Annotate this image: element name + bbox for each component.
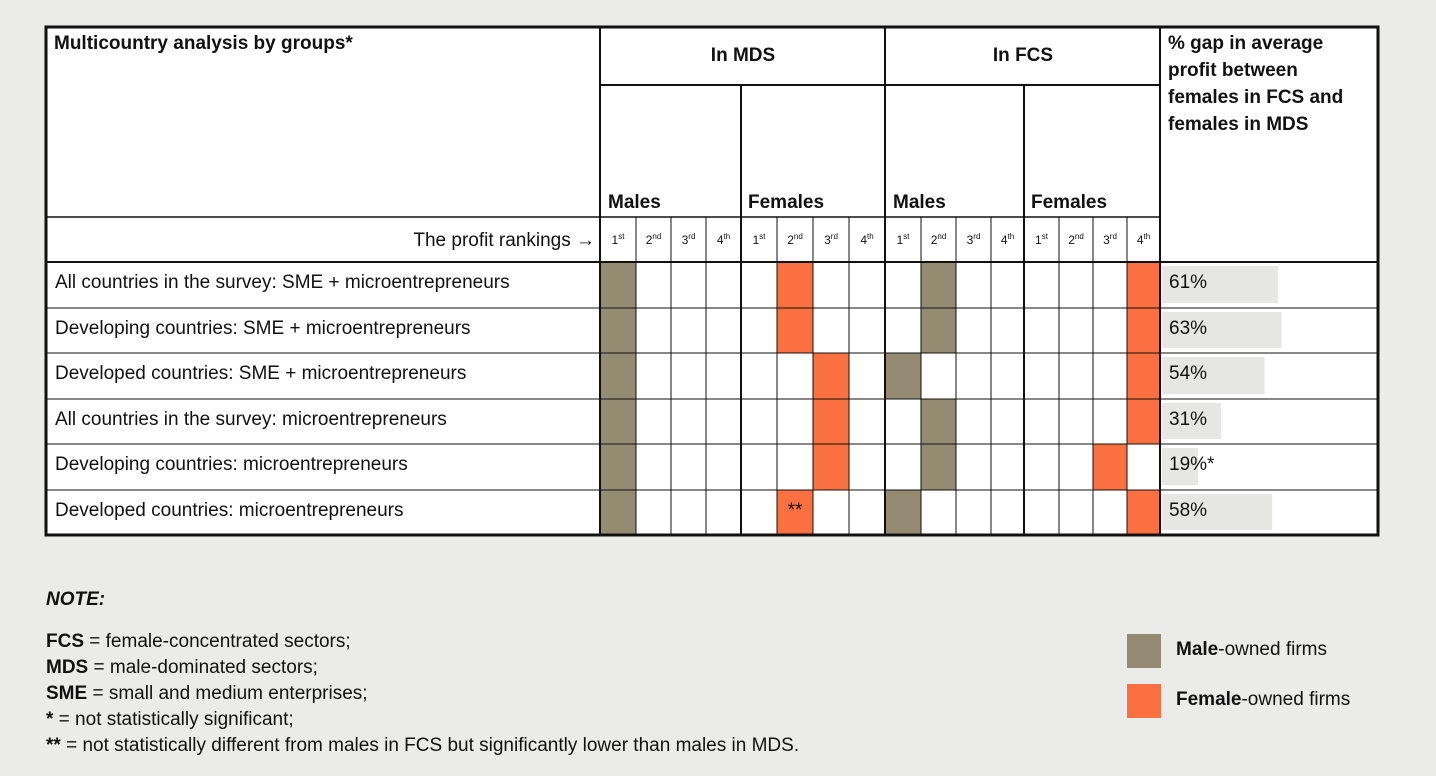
rank-cell-fcs_f-row-4: [1127, 399, 1160, 444]
table-border: [44, 25, 1380, 537]
header-in-mds: In MDS: [710, 45, 776, 66]
gap-value: 63%: [1169, 318, 1208, 339]
note-key: **: [46, 735, 61, 756]
rank-cell-mds_f-row-6: [777, 490, 813, 535]
rank-cell-fcs_m-row-1: [921, 262, 956, 308]
header-fcs-males: Males: [893, 192, 946, 213]
header-gap-4: females in MDS: [1168, 114, 1309, 135]
rank-cell-mds_m-row-3: [600, 353, 636, 399]
rank-header-7: 3rd: [824, 232, 838, 247]
rank-header-14: 2nd: [1068, 232, 1084, 247]
rank-cell-mds_m-row-2: [600, 308, 636, 353]
header-mds-males: Males: [608, 192, 661, 213]
header-gap-1: % gap in average: [1168, 33, 1324, 54]
rank-cell-mds_f-row-5: [813, 444, 849, 490]
profit-rankings-label: The profit rankings →: [413, 230, 595, 251]
gap-value: 31%: [1169, 409, 1208, 430]
note-line: SME = small and medium enterprises;: [46, 683, 368, 705]
rank-cell-mds_f-row-3: [813, 353, 849, 399]
note-key: FCS: [46, 631, 84, 652]
gap-value: 19%*: [1169, 454, 1215, 475]
rank-cell-fcs_f-row-3: [1127, 353, 1160, 399]
gap-value: 58%: [1169, 500, 1208, 521]
note-line: MDS = male-dominated sectors;: [46, 657, 318, 679]
legend-label: Male-owned firms: [1176, 639, 1327, 660]
header-fcs-females: Females: [1031, 192, 1108, 213]
note-text: = male-dominated sectors;: [88, 657, 318, 678]
rank-cell-fcs_m-row-2: [921, 308, 956, 353]
rank-cell-mds_f-row-1: [777, 262, 813, 308]
rank-header-3: 3rd: [681, 232, 696, 247]
rank-header-9: 1st: [896, 232, 910, 247]
row-label: Developed countries: microentrepreneurs: [55, 500, 404, 521]
gap-bar-row-5: [1162, 448, 1199, 485]
note-text: = not statistically significant;: [53, 709, 294, 730]
rank-cell-fcs_f-row-1: [1127, 262, 1160, 308]
rank-cell-fcs_m-row-5: [921, 444, 956, 490]
rank-cell-mds_m-row-1: [600, 262, 636, 308]
legend-label: Female-owned firms: [1176, 689, 1351, 710]
header-gap-2: profit between: [1168, 60, 1298, 81]
rank-header-8: 4th: [860, 232, 874, 247]
row-label: All countries in the survey: microentrep…: [55, 409, 447, 430]
rank-header-4: 4th: [716, 232, 731, 247]
rank-cell-fcs_m-row-6: [885, 490, 921, 535]
rank-cell-fcs_f-row-5: [1093, 444, 1127, 490]
rank-header-16: 4th: [1136, 232, 1151, 247]
gap-value: 54%: [1169, 363, 1208, 384]
note-line: FCS = female-concentrated sectors;: [46, 631, 351, 653]
row-label: Developed countries: SME + microentrepre…: [55, 363, 467, 384]
rank-header-5: 1st: [752, 232, 766, 247]
gap-value: 61%: [1169, 272, 1208, 293]
rank-header-6: 2nd: [787, 232, 803, 247]
note-text: = not statistically different from males…: [60, 735, 800, 756]
note-text: = female-concentrated sectors;: [84, 631, 351, 652]
row-label: All countries in the survey: SME + micro…: [55, 272, 510, 293]
gap-bar-row-1: [1162, 266, 1278, 303]
rank-cell-fcs_f-row-6: [1127, 490, 1160, 535]
gap-bar-row-6: [1162, 494, 1273, 530]
legend-swatch-female: [1127, 684, 1161, 718]
rank-header-10: 2nd: [930, 232, 947, 247]
note-line: ** = not statistically different from ma…: [46, 735, 799, 757]
rank-cell-fcs_m-row-3: [885, 353, 921, 399]
header-in-fcs: In FCS: [992, 45, 1054, 66]
rank-header-11: 3rd: [966, 232, 981, 247]
rank-cell-mds_m-row-4: [600, 399, 636, 444]
rank-cell-fcs_m-row-4: [921, 399, 956, 444]
legend-swatch-male: [1127, 634, 1161, 668]
header-gap-3: females in FCS and: [1168, 87, 1344, 108]
gap-bar-row-4: [1162, 403, 1221, 439]
table-title: Multicountry analysis by groups*: [54, 33, 353, 54]
note-line: * = not statistically significant;: [46, 709, 294, 731]
note-key: *: [46, 709, 54, 730]
note-text: = small and medium enterprises;: [87, 683, 368, 704]
note-key: SME: [46, 683, 88, 704]
row-label: Developing countries: microentrepreneurs: [55, 454, 408, 475]
rank-header-2: 2nd: [645, 232, 662, 247]
rank-cell-mds_f-row-4: [813, 399, 849, 444]
gap-bar-row-3: [1162, 357, 1265, 394]
rank-cell-mds_f-row-2: [777, 308, 813, 353]
rank-cell-mds_m-row-5: [600, 444, 636, 490]
rank-header-15: 3rd: [1103, 232, 1117, 247]
header-mds-females: Females: [748, 192, 825, 213]
rank-header-12: 4th: [1000, 232, 1015, 247]
gap-bar-row-2: [1162, 312, 1282, 348]
significance-note: **: [787, 500, 803, 521]
note-title: NOTE:: [46, 589, 106, 610]
row-label: Developing countries: SME + microentrepr…: [55, 318, 471, 339]
rank-header-13: 1st: [1035, 232, 1048, 247]
rank-cell-mds_m-row-6: [600, 490, 636, 535]
rank-cell-fcs_f-row-2: [1127, 308, 1160, 353]
rank-header-1: 1st: [611, 232, 625, 247]
note-key: MDS: [46, 657, 89, 678]
